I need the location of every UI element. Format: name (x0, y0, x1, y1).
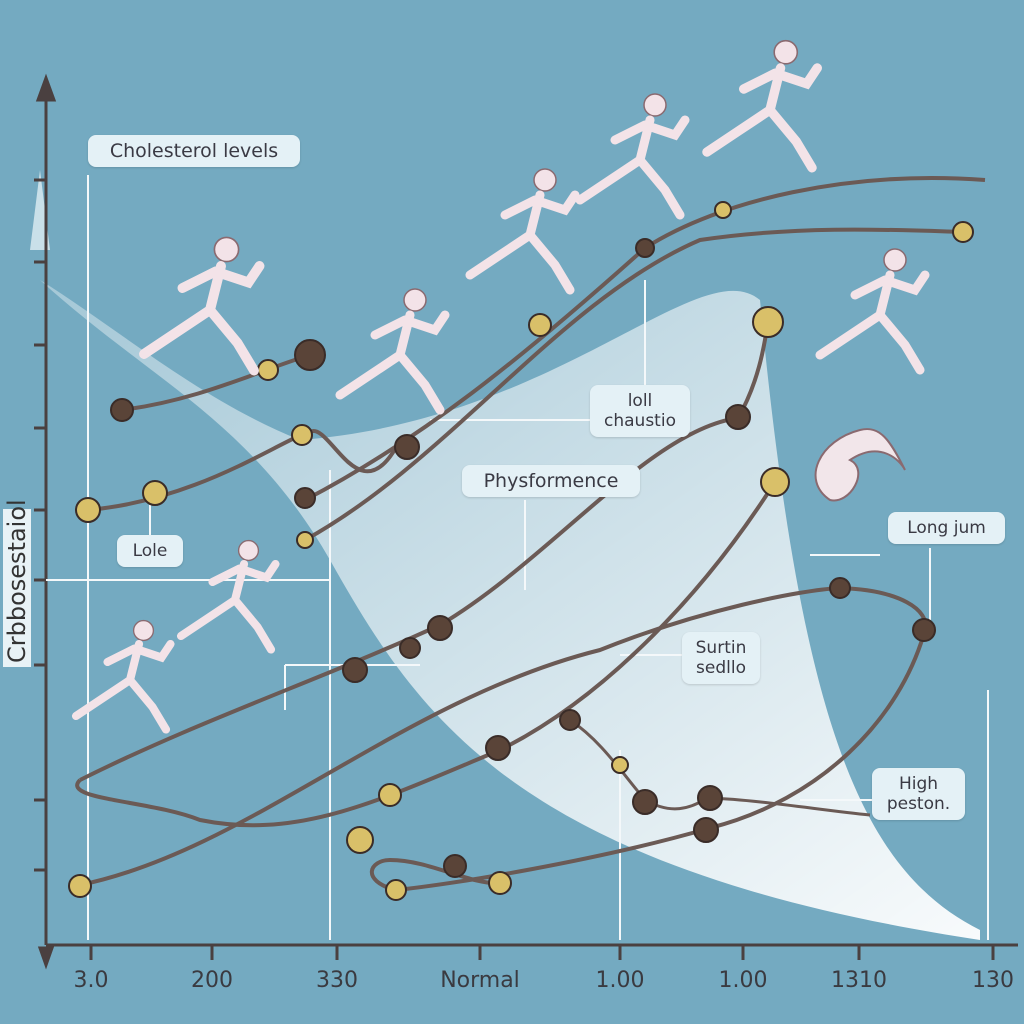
curve-3 (304, 227, 964, 542)
data-point (912, 618, 936, 642)
annotation-lole: Lole (117, 535, 183, 567)
data-point (399, 637, 421, 659)
annotation-long-jum: Long jum (888, 512, 1005, 544)
data-point (342, 657, 368, 683)
data-point (559, 709, 581, 731)
annotation-loll-chaustio: loll chaustio (590, 385, 690, 437)
data-point (528, 313, 552, 337)
runner-figure (335, 288, 450, 415)
x-tick-label: 1.00 (595, 968, 645, 993)
x-tick-label: Normal (440, 968, 520, 993)
data-point (443, 854, 467, 878)
data-point (110, 398, 134, 422)
data-point (346, 826, 374, 854)
runner-figure (702, 39, 822, 173)
runner-figure (815, 248, 930, 375)
data-point (294, 487, 316, 509)
data-point (693, 817, 719, 843)
runner-figure (139, 236, 265, 376)
runner-figure (176, 539, 280, 654)
data-point (485, 735, 511, 761)
data-point (752, 306, 784, 338)
data-point (725, 404, 751, 430)
curve-6 (79, 585, 928, 893)
data-point (378, 783, 402, 807)
data-point (697, 785, 723, 811)
data-point (294, 339, 326, 371)
data-point (68, 874, 92, 898)
curve-1 (121, 353, 311, 412)
runner-figure (71, 619, 175, 734)
data-point (75, 497, 101, 523)
data-point (829, 577, 851, 599)
data-point (296, 531, 314, 549)
x-tick-label: 200 (191, 968, 233, 993)
data-point (760, 467, 790, 497)
x-tick-label: 1.00 (718, 968, 768, 993)
runner-figure (465, 168, 580, 295)
data-point (394, 434, 420, 460)
x-tick-label: 3.0 (73, 968, 109, 993)
y-axis-label: Crbbosestaiol (3, 499, 31, 667)
x-tick-label: 130 (972, 968, 1014, 993)
runner-figure (575, 93, 690, 220)
data-point (142, 480, 168, 506)
data-point (611, 756, 629, 774)
data-point (385, 879, 407, 901)
data-point (632, 789, 658, 815)
x-tick-label: 330 (316, 968, 358, 993)
data-point (427, 615, 453, 641)
annotation-cholesterol-levels: Cholesterol levels (88, 135, 300, 167)
white-swoosh (40, 280, 980, 940)
data-point (952, 221, 974, 243)
curve-5 (79, 321, 770, 782)
data-point (714, 201, 732, 219)
data-point (291, 424, 313, 446)
x-tick-label: 1310 (831, 968, 887, 993)
data-point (488, 871, 512, 895)
curve-8 (569, 718, 871, 817)
annotation-high-peston: High peston. (872, 768, 965, 820)
swirl-shape (814, 428, 906, 502)
leader-lines (46, 175, 989, 940)
annotation-surtin-sedllo: Surtin sedllo (682, 632, 760, 684)
y-axis (35, 73, 57, 970)
data-point (635, 238, 655, 258)
annotation-physformence: Physformence (462, 465, 640, 497)
data-point (257, 359, 279, 381)
